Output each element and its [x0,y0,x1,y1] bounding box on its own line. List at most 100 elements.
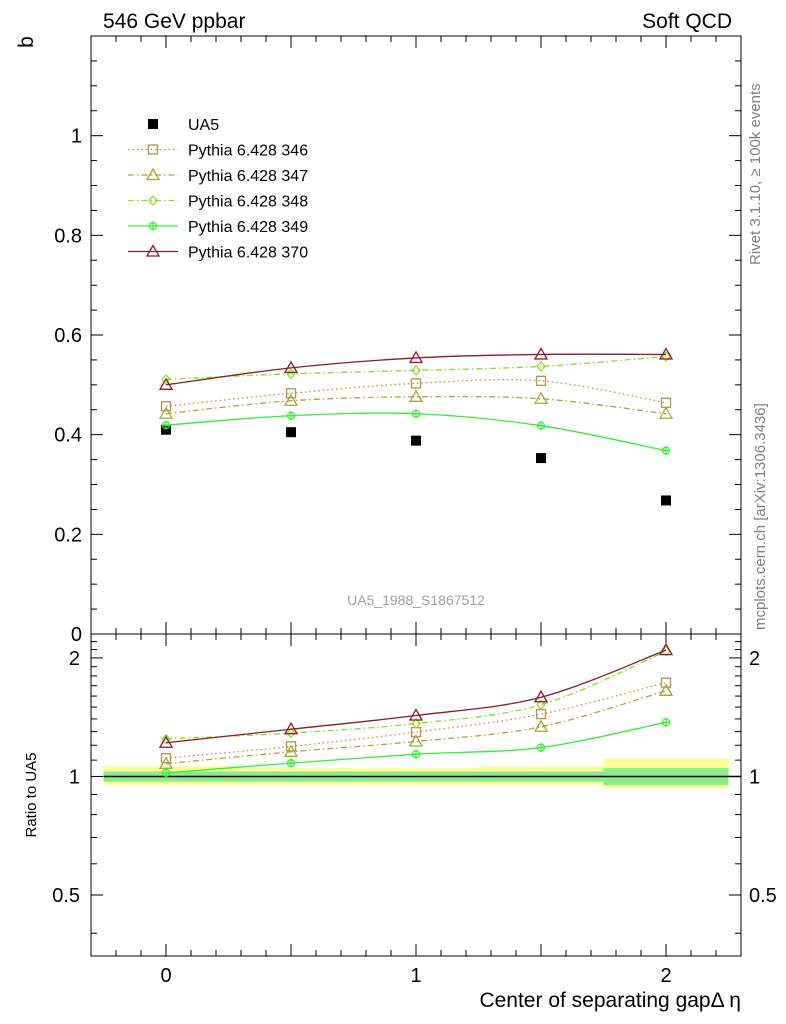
ratio-series-2-point-1 [286,727,296,739]
ratio-series-3-point-4 [661,717,671,727]
legend-label-4: Pythia 6.428 349 [188,219,308,236]
ratio-series-2-line [165,650,667,740]
main-series-4-point-0 [161,420,171,430]
main-series-0-point-2 [411,435,421,446]
legend-entry-3: Pythia 6.428 348 [128,194,308,211]
ratio-y-tick-label-left: 1 [69,766,80,788]
ratio-series-0-point-1 [285,741,297,752]
x-tick-label: 2 [660,965,671,987]
ratio-series-4-point-1 [283,721,299,735]
main-series-1-point-3 [535,375,547,386]
main-series-2 [158,389,674,419]
legend-marker-4 [148,221,158,231]
ratio-series-0-point-0 [160,752,172,764]
legend-marker-0 [148,119,158,129]
main-y-tick-label: 0.2 [54,524,82,546]
main-series-2-point-3 [533,391,549,404]
main-series-0-point-3 [536,453,546,464]
ratio-series-4-line [165,649,667,744]
legend-entry-1: Pythia 6.428 346 [128,143,308,160]
ratio-reference-band [103,758,741,789]
ratio-series-4-point-2 [408,708,424,721]
main-series-2-point-1 [283,393,299,406]
legend-marker-3 [148,195,158,206]
main-series-1-point-0 [160,401,172,412]
main-series-0 [161,424,671,506]
header-right-title: Soft QCD [642,10,732,33]
main-series-5 [158,347,674,390]
ratio-series-4-point-0 [158,735,174,748]
main-series-2-line [165,395,667,415]
main-series-4-point-1 [286,411,296,421]
ratio-series-2-point-0 [161,733,171,745]
rivet-version-text: Rivet 3.1.10, ≥ 100k events [747,83,764,265]
legend-label-2: Pythia 6.428 347 [188,168,308,185]
ratio-series-1-point-4 [658,683,674,696]
legend-entry-0: UA5 [148,117,219,134]
legend-label-0: UA5 [188,117,219,134]
ratio-series-1-point-2 [408,734,424,747]
ratio-series-1-line [165,690,667,765]
ratio-y-axis-label: Ratio to UA5 [23,752,40,837]
legend-marker-5 [145,244,161,257]
main-series-2-point-0 [158,406,174,419]
ratio-series-3-line [165,721,667,774]
legend-entry-5: Pythia 6.428 370 [128,244,308,262]
main-series-2-point-2 [408,389,424,402]
ratio-series-1-point-3 [533,719,549,732]
main-y-tick-label: 0.8 [54,225,82,247]
legend-label-3: Pythia 6.428 348 [188,194,308,211]
main-axis-ticks: 0 0.2 0.4 0.6 0.8 1 [54,36,741,646]
main-series-5-point-0 [158,377,174,390]
ratio-series-3-point-1 [286,758,296,768]
main-y-tick-label: 0 [71,624,82,646]
ratio-series-1-point-1 [283,744,299,757]
main-y-tick-label: 0.6 [54,325,82,347]
ratio-series-4 [158,642,674,748]
ratio-axis-ticks: 0.5 0.5 1 1 2 2 0 1 2 [52,634,777,987]
main-series-5-point-4 [658,347,674,360]
ratio-series-0-point-4 [660,677,672,688]
main-y-tick-label: 1 [71,126,82,148]
main-series-0-point-4 [661,495,671,506]
main-series-3-line [165,355,667,381]
main-series-1 [160,375,672,412]
main-series-1-point-1 [285,388,297,399]
ratio-y-tick-label-right: 0.5 [749,885,777,907]
main-series-0-point-1 [286,427,296,438]
legend-marker-1 [147,144,159,155]
main-series-3-point-3 [536,360,546,372]
main-series-4-point-3 [536,421,546,431]
main-series-4-point-2 [411,409,421,419]
ratio-y-tick-label-right: 1 [749,766,760,788]
legend-entry-4: Pythia 6.428 349 [128,219,308,236]
ratio-y-tick-label-left: 0.5 [52,885,80,907]
main-series-5-point-3 [533,347,549,360]
main-series-5-line [165,353,667,386]
ratio-series-2-point-2 [411,718,421,729]
main-series-3-point-0 [161,373,171,385]
legend-label-1: Pythia 6.428 346 [188,143,308,160]
ratio-series-2-point-3 [536,699,546,711]
main-series-5-point-1 [283,360,299,374]
main-series-3-point-2 [411,364,421,376]
watermark: UA5_1988_S1867512 [347,592,485,608]
ratio-series-4-point-4 [658,642,674,656]
ratio-plot-panel: 0.5 0.5 1 1 2 2 0 1 2 Ratio to UA5 Center of sep… [23,633,777,1012]
ratio-series-3-point-3 [536,743,546,753]
ratio-series-1-point-0 [158,756,174,769]
main-y-axis-label: b [15,36,38,48]
x-axis-label: Center of separating gapΔ η [479,989,741,1012]
main-series-5-point-2 [408,350,424,364]
ratio-series-2 [161,645,671,745]
ratio-series-4-point-3 [533,689,549,703]
ratio-y-tick-label-left: 2 [69,648,80,670]
ratio-series-1 [158,683,674,769]
legend-entry-2: Pythia 6.428 347 [128,167,308,185]
ratio-series-layer [158,642,674,778]
ratio-series-3-point-0 [161,768,171,778]
main-series-1-line [165,378,667,407]
legend-label-5: Pythia 6.428 370 [188,245,308,262]
main-series-4 [161,409,671,456]
